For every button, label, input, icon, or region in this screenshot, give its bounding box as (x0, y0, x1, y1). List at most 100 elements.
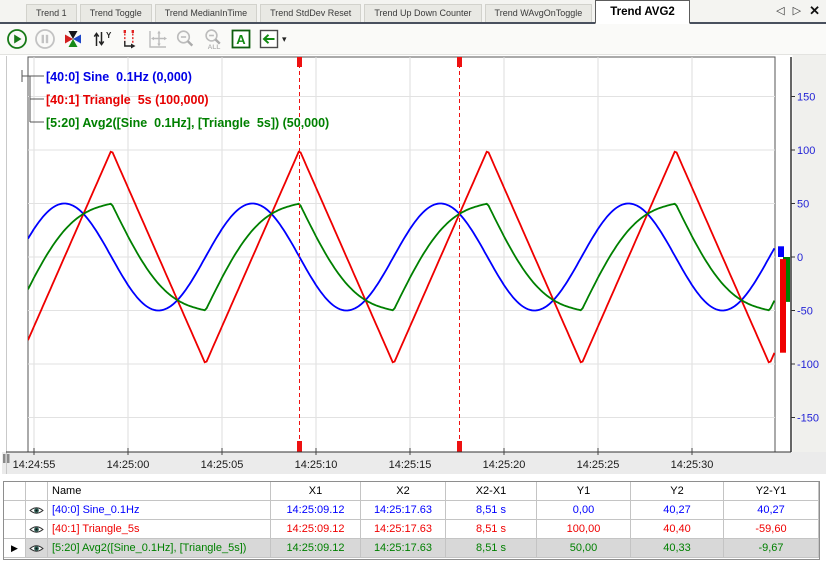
column-header-Name: Name (48, 482, 271, 501)
table-cell-x1: 14:25:09.12 (271, 520, 361, 539)
legend: [40:0] Sine 0.1Hz (0,000) [40:1] Triangle… (46, 68, 329, 137)
cursor-table-grid: Name X1 X2 X2-X1 Y1 Y2 Y2-Y1 [40:0] Sine_0.1Hz 1… (4, 482, 819, 558)
table-cell-y1: 0,00 (537, 501, 631, 520)
table-cell-x2-x1: 8,51 s (446, 539, 537, 558)
prev-tab-icon[interactable]: ◁ (776, 5, 785, 17)
tab-trend-stddev-reset[interactable]: Trend StdDev Reset (260, 4, 362, 22)
x-axis-label: 14:24:55 (13, 459, 56, 471)
current-value-bar (778, 246, 784, 257)
tab-trend-toggle[interactable]: Trend Toggle (79, 4, 152, 22)
table-cell-x2-x1: 8,51 s (446, 520, 537, 539)
row-marker-cell: ▶ (4, 539, 26, 558)
x-axis-label: 14:25:05 (201, 459, 244, 471)
zoom-all-button[interactable]: ALL (200, 26, 226, 52)
y-axis-label: -150 (797, 413, 819, 425)
column-header-X1: X1 (271, 482, 361, 501)
visibility-eye-toggle[interactable] (26, 501, 48, 520)
y-scale-button[interactable]: Y (88, 26, 114, 52)
dropdown-caret-icon[interactable]: ▾ (282, 33, 287, 44)
column-header-Y1: Y1 (537, 482, 631, 501)
series-curve-triangle (28, 150, 775, 364)
cursor-lines-icon (123, 30, 136, 49)
toolbar: Y ALL A ▾ (0, 24, 826, 55)
y-axis-label: -50 (797, 306, 813, 318)
y-axis-label: -100 (797, 359, 819, 371)
table-cell-name: [40:0] Sine_0.1Hz (48, 501, 271, 520)
tab-strip: Trend 1 Trend Toggle Trend MedianInTime Tre… (26, 0, 693, 24)
svg-text:Y: Y (106, 31, 112, 40)
x-axis-label: 14:25:20 (483, 459, 526, 471)
undo-zoom-button[interactable] (256, 26, 282, 52)
tab-bar: Trend 1 Trend Toggle Trend MedianInTime Tre… (0, 0, 826, 24)
x-axis-label: 14:25:25 (577, 459, 620, 471)
tab-trend-avg2[interactable]: Trend AVG2 (595, 0, 690, 24)
scroll-grip[interactable] (3, 454, 10, 463)
column-header-blank-1 (26, 482, 48, 501)
zoom-out-icon (176, 30, 194, 47)
letter-a-icon: A (231, 29, 251, 49)
table-cell-y2: 40,27 (631, 501, 724, 520)
tab-trend-1[interactable]: Trend 1 (26, 4, 77, 22)
cursor-tool-button[interactable] (116, 26, 142, 52)
x-axis-label: 14:25:30 (671, 459, 714, 471)
column-header-X2: X2 (361, 482, 446, 501)
zoom-out-button[interactable] (172, 26, 198, 52)
current-value-bar (783, 257, 790, 302)
table-cell-y1: 100,00 (537, 520, 631, 539)
column-header-Y2-Y1: Y2-Y1 (724, 482, 819, 501)
trend-plot: 150 100 50 0 -50 -100 -150 14:24:55 14:25:00 14:2… (0, 55, 826, 474)
legend-entry-0: [40:0] Sine 0.1Hz (0,000) (46, 70, 192, 84)
table-cell-y2: 40,40 (631, 520, 724, 539)
x-axis-label: 14:25:15 (389, 459, 432, 471)
cursor-table: Name X1 X2 X2-X1 Y1 Y2 Y2-Y1 [40:0] Sine_0.1Hz 1… (3, 481, 820, 560)
autoscale-button[interactable]: A (228, 26, 254, 52)
visibility-eye-toggle[interactable] (26, 539, 48, 558)
svg-text:A: A (236, 32, 246, 47)
visibility-eye-toggle[interactable] (26, 520, 48, 539)
zoom-all-icon: ALL (205, 29, 221, 50)
tab-trend-up-down-counter[interactable]: Trend Up Down Counter (364, 4, 482, 22)
pause-button[interactable] (32, 26, 58, 52)
row-marker-cell (4, 520, 26, 539)
play-icon (7, 29, 27, 49)
column-header-blank-0 (4, 482, 26, 501)
column-header-Y2: Y2 (631, 482, 724, 501)
table-cell-y2-y1: 40,27 (724, 501, 819, 520)
pause-icon (35, 29, 55, 49)
table-cell-x1: 14:25:09.12 (271, 539, 361, 558)
tab-trend-wavgontoggle[interactable]: Trend WAvgOnToggle (484, 4, 593, 22)
table-cell-name: [5:20] Avg2([Sine_0.1Hz], [Triangle_5s]) (48, 539, 271, 558)
pinwheel-icon (65, 31, 81, 47)
table-cell-y2-y1: -59,60 (724, 520, 819, 539)
table-cell-name: [40:1] Triangle_5s (48, 520, 271, 539)
column-header-X2-X1: X2-X1 (446, 482, 537, 501)
start-button[interactable] (4, 26, 30, 52)
table-cell-x1: 14:25:09.12 (271, 501, 361, 520)
plot-area (27, 56, 776, 453)
cursor-x1[interactable] (297, 57, 302, 452)
current-value-bar (780, 259, 786, 353)
svg-text:ALL: ALL (208, 44, 221, 50)
arrow-left-icon (259, 29, 279, 49)
table-cell-y2-y1: -9,67 (724, 539, 819, 558)
tab-navigation: ◁ ▷ ✕ (776, 3, 820, 19)
legend-tree-lines (21, 70, 44, 123)
table-cell-x2: 14:25:17.63 (361, 520, 446, 539)
eye-icon (29, 544, 44, 552)
series-curve-sine (28, 202, 775, 312)
legend-entry-2: [5:20] Avg2([Sine 0.1Hz], [Triangle 5s])… (46, 116, 330, 130)
stacked-axes-button[interactable] (60, 26, 86, 52)
x-axis-label: 14:25:00 (107, 459, 150, 471)
y-axis-label: 150 (797, 92, 815, 104)
pan-button[interactable] (144, 26, 170, 52)
table-cell-y2: 40,33 (631, 539, 724, 558)
cursor-x2[interactable] (457, 57, 462, 452)
close-icon[interactable]: ✕ (809, 3, 820, 18)
row-marker-cell (4, 501, 26, 520)
tab-trend-medianintime[interactable]: Trend MedianInTime (154, 4, 258, 22)
next-tab-icon[interactable]: ▷ (792, 5, 802, 17)
table-cell-x2: 14:25:17.63 (361, 501, 446, 520)
legend-entry-1: [40:1] Triangle 5s (100,000) (46, 93, 209, 107)
x-axis-strip (2, 452, 826, 474)
